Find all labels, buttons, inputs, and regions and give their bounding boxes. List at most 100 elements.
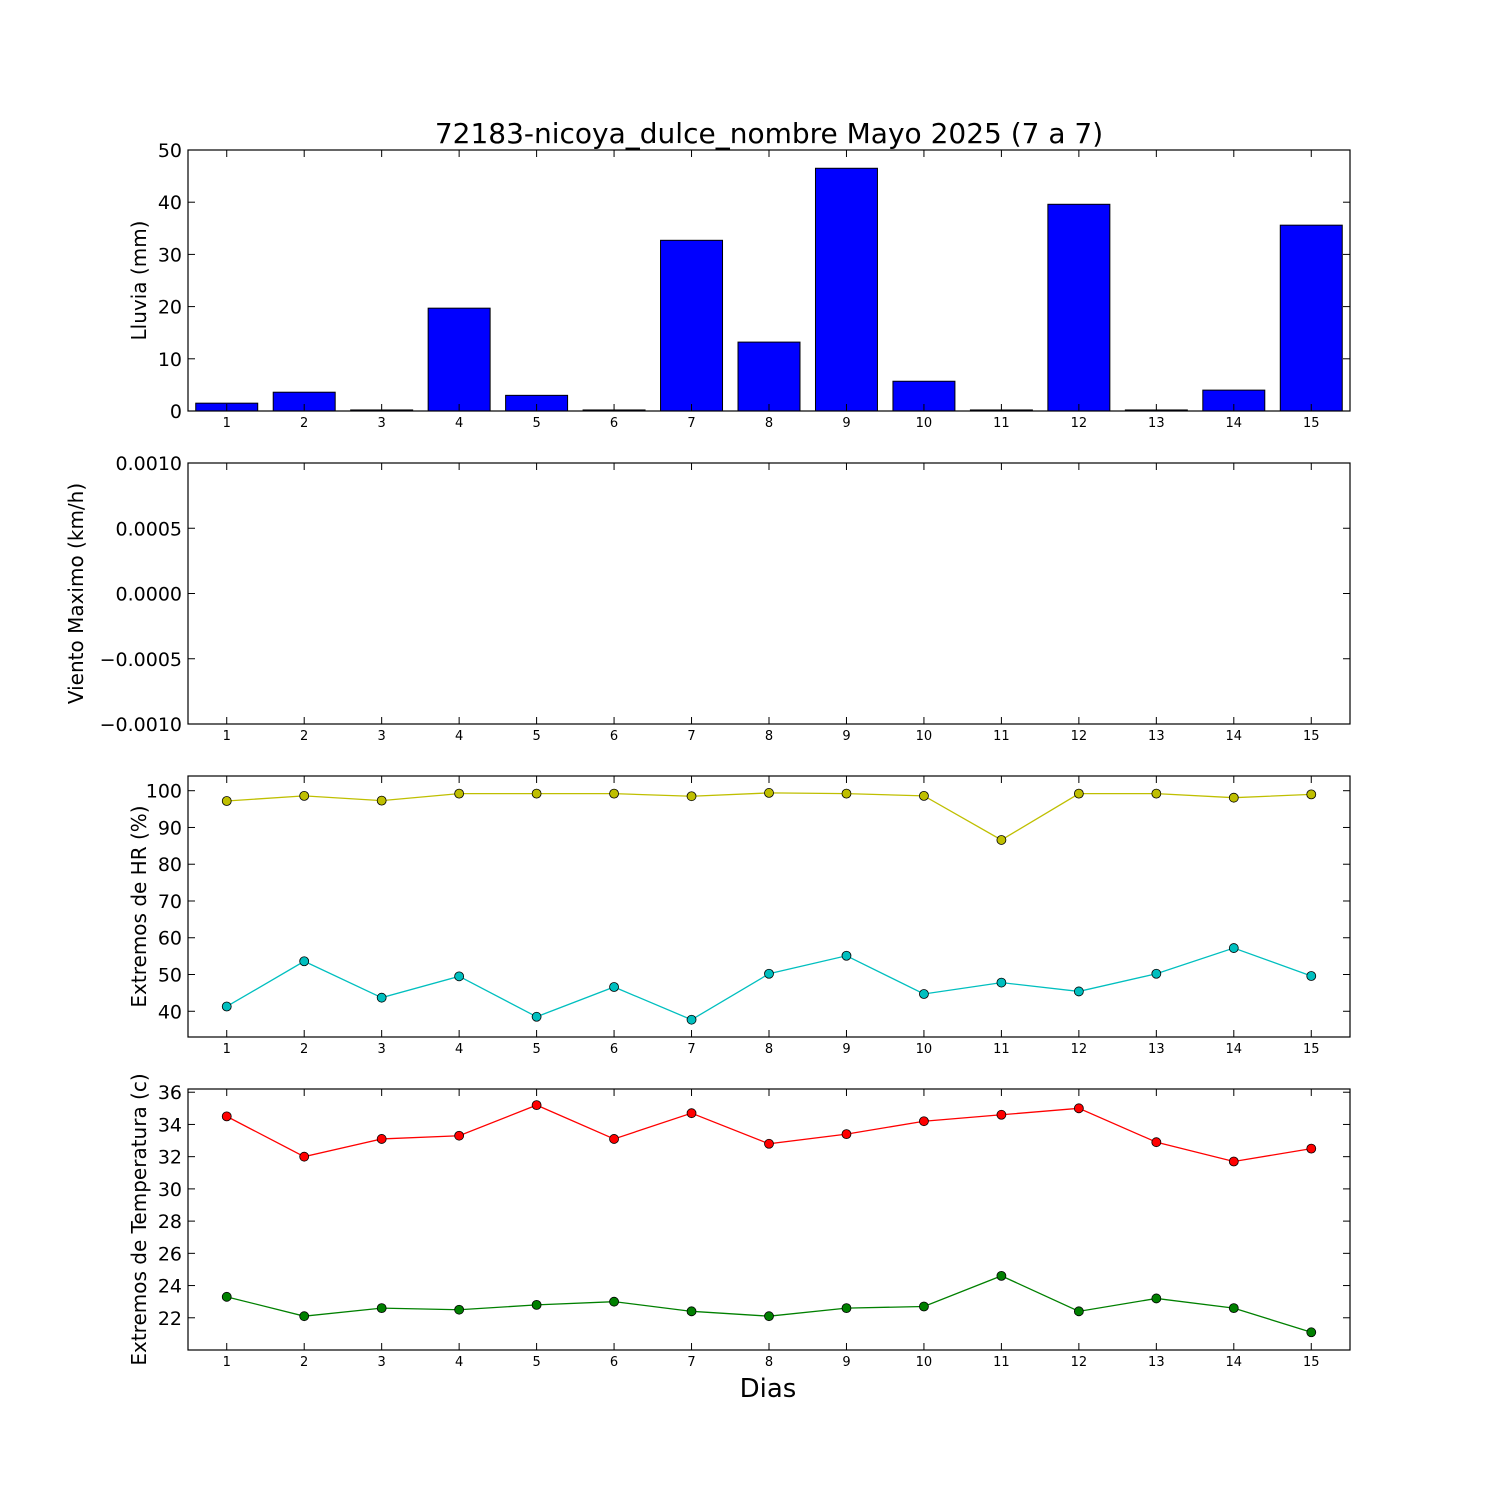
data-point: [609, 1296, 619, 1307]
y-tick-label: 36: [158, 1082, 182, 1104]
x-tick-label: 8: [765, 1042, 773, 1057]
data-point: [919, 1116, 929, 1127]
data-point: [609, 788, 619, 799]
data-point: [686, 1014, 697, 1025]
x-tick-label: 8: [765, 729, 773, 744]
x-tick-label: 2: [300, 1042, 308, 1057]
x-tick-label: 14: [1226, 1042, 1243, 1057]
data-point: [1073, 986, 1084, 997]
x-tick-label: 15: [1303, 729, 1320, 744]
data-point: [996, 1270, 1007, 1281]
data-point: [1073, 1306, 1084, 1317]
x-tick-label: 12: [1071, 1355, 1088, 1370]
x-tick-label: 7: [687, 1042, 695, 1057]
y-tick-label: 0: [170, 401, 182, 423]
axes-frame: [187, 1088, 1351, 1351]
x-tick-label: 7: [687, 729, 695, 744]
y-tick-label: 90: [158, 817, 182, 839]
x-tick-label: 3: [378, 1355, 386, 1370]
y-tick-label: 24: [158, 1276, 182, 1298]
y-tick-label: 40: [158, 1001, 182, 1023]
y-tick-label: 60: [158, 928, 182, 950]
axes-frame: [187, 462, 1351, 725]
data-point: [454, 1304, 465, 1315]
y-tick-label: 80: [158, 854, 182, 876]
x-tick-label: 6: [610, 416, 618, 431]
x-tick-label: 4: [455, 729, 463, 744]
x-tick-label: 10: [916, 416, 933, 431]
x-tick-label: 7: [687, 416, 695, 431]
bar: [427, 307, 491, 412]
data-point: [1228, 1303, 1239, 1314]
data-point: [454, 1130, 465, 1141]
data-point: [1306, 1327, 1317, 1338]
x-tick-label: 2: [300, 729, 308, 744]
y-tick-label: 34: [158, 1114, 182, 1136]
data-point: [1306, 971, 1317, 981]
data-point: [1151, 1137, 1162, 1148]
data-point: [531, 1011, 542, 1022]
y-tick-label: 100: [146, 781, 182, 803]
data-point: [686, 1306, 697, 1317]
x-tick-label: 8: [765, 1355, 773, 1370]
x-tick-label: 8: [765, 416, 773, 431]
data-point: [1151, 1293, 1162, 1304]
x-tick-label: 12: [1071, 416, 1088, 431]
x-tick-label: 1: [223, 729, 231, 744]
y-tick-label: 0.0000: [116, 584, 182, 606]
data-point: [1306, 789, 1317, 800]
x-tick-label: 3: [378, 416, 386, 431]
series-line: [226, 947, 1312, 1021]
data-point: [1073, 1103, 1084, 1114]
y-tick-label: 40: [158, 192, 182, 214]
x-tick-label: 1: [223, 416, 231, 431]
data-point: [1306, 1143, 1317, 1154]
x-tick-label: 13: [1148, 729, 1165, 744]
y-tick-label: −0.0005: [100, 649, 182, 671]
series-line: [226, 1275, 1312, 1333]
chart-title: 72183-nicoya_dulce_nombre Mayo 2025 (7 a…: [435, 117, 1103, 150]
x-tick-label: 6: [610, 1042, 618, 1057]
series-line: [226, 1104, 1312, 1163]
data-point: [376, 795, 387, 806]
y-tick-label: 0.0010: [116, 453, 182, 475]
x-tick-label: 5: [532, 1042, 540, 1057]
x-tick-label: 10: [916, 729, 933, 744]
data-point: [996, 1109, 1007, 1120]
x-tick-label: 9: [842, 1042, 850, 1057]
x-tick-label: 9: [842, 729, 850, 744]
y-tick-label: 20: [158, 297, 182, 319]
x-tick-label: 5: [532, 416, 540, 431]
x-tick-label: 9: [842, 416, 850, 431]
data-point: [454, 788, 465, 799]
y-axis-label: Lluvia (mm): [127, 221, 151, 341]
data-point: [841, 788, 852, 799]
data-point: [919, 989, 929, 999]
x-axis-label: Dias: [740, 1374, 797, 1404]
series-line: [226, 792, 1312, 841]
data-point: [299, 1151, 310, 1162]
y-tick-label: −0.0010: [100, 714, 182, 736]
x-tick-label: 10: [916, 1355, 933, 1370]
x-tick-label: 15: [1303, 1355, 1320, 1370]
data-point: [996, 835, 1007, 845]
data-point: [454, 971, 465, 982]
data-point: [1228, 1156, 1239, 1167]
bar: [660, 239, 724, 412]
x-tick-label: 13: [1148, 416, 1165, 431]
panel-temperatura: Extremos de Temperatura (c) 2224262830323…: [127, 1073, 1351, 1370]
x-tick-label: 2: [300, 1355, 308, 1370]
y-tick-label: 22: [158, 1308, 182, 1330]
axes-frame: [187, 775, 1351, 1038]
y-tick-label: 50: [158, 965, 182, 987]
data-point: [221, 796, 232, 806]
data-point: [841, 1303, 852, 1314]
x-tick-label: 5: [532, 729, 540, 744]
x-tick-label: 15: [1303, 1042, 1320, 1057]
x-tick-label: 15: [1303, 416, 1320, 431]
y-tick-label: 70: [158, 891, 182, 913]
data-point: [531, 788, 542, 799]
x-tick-label: 12: [1071, 1042, 1088, 1057]
